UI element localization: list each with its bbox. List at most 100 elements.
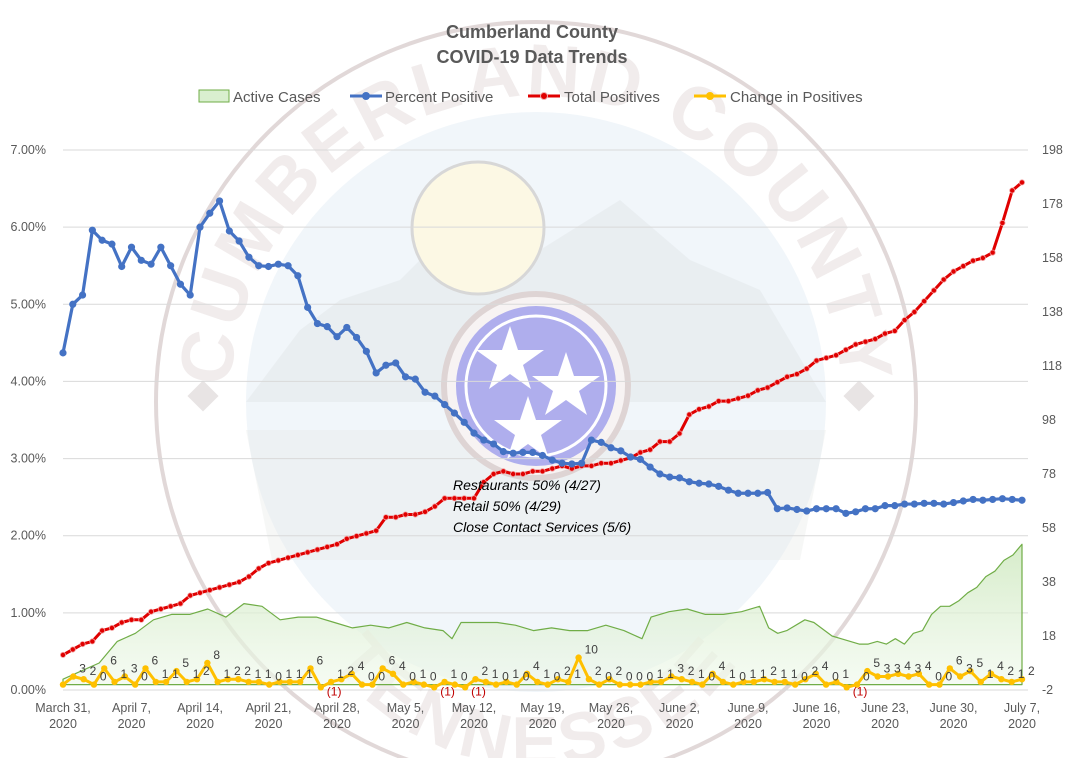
change-data-label: 4 — [997, 659, 1004, 673]
change-in-positives-point — [946, 665, 954, 672]
total-positives-point — [226, 581, 233, 588]
change-in-positives-point — [131, 681, 139, 688]
change-in-positives-point — [90, 681, 98, 688]
gridlines — [63, 149, 1028, 691]
percent-positive-point — [607, 444, 615, 452]
percent-positive-point — [372, 369, 380, 377]
percent-positive-point — [763, 488, 772, 497]
y-right-tick-label: 38 — [1042, 575, 1056, 589]
x-tick-label: May 26, — [589, 701, 633, 715]
change-in-positives-point — [173, 667, 180, 675]
change-in-positives-point — [1018, 676, 1026, 683]
total-positives-point — [793, 371, 800, 378]
total-positives-point — [255, 565, 262, 572]
change-in-positives-point — [70, 673, 77, 680]
total-positives-point — [882, 330, 889, 337]
percent-positive-point — [78, 291, 87, 299]
change-data-label: 2 — [770, 664, 777, 678]
percent-positive-point — [401, 373, 410, 381]
change-in-positives-point — [1008, 678, 1015, 686]
total-positives-point — [99, 627, 106, 634]
y-left-tick-label: 2.00% — [11, 529, 46, 543]
percent-positive-point — [1018, 496, 1026, 504]
change-data-label: 2 — [1007, 664, 1014, 678]
change-data-label: 0 — [502, 670, 509, 684]
seal-sun — [410, 160, 546, 296]
total-positives-point — [519, 470, 526, 477]
total-positives-point — [128, 616, 135, 623]
series-active-cases — [62, 543, 1023, 686]
series-percent-positive — [59, 197, 1026, 517]
percent-positive-point — [734, 489, 742, 497]
total-positives-point — [862, 338, 869, 345]
percent-positive-point — [362, 347, 370, 355]
total-positives-point — [1019, 179, 1026, 186]
change-data-label: 0 — [554, 670, 561, 684]
x-tick-label: April 14, — [177, 701, 223, 715]
change-data-label: 2 — [90, 664, 97, 678]
y-axis-left: 0.00% 1.00% 2.00% 3.00% 4.00% 5.00% 6.00% 7.00% — [11, 143, 46, 697]
change-in-positives-point — [451, 681, 459, 688]
total-positives-point — [921, 298, 928, 305]
total-positives-point — [833, 352, 840, 359]
change-in-positives-point — [668, 673, 675, 680]
total-positives-point — [764, 384, 771, 391]
change-in-positives-point — [245, 678, 252, 686]
change-data-label: 0 — [100, 670, 107, 684]
total-positives-point — [617, 457, 624, 464]
percent-positive-point — [176, 280, 185, 288]
percent-positive-point — [666, 473, 674, 481]
legend-marker-percent-positive — [362, 92, 370, 100]
change-data-label: 1 — [987, 667, 994, 681]
legend-swatch-active-cases — [198, 89, 230, 103]
change-data-label: 1 — [781, 667, 788, 681]
total-positives-point — [157, 606, 164, 613]
change-data-label: 2 — [688, 664, 695, 678]
percent-positive-point — [108, 240, 116, 248]
percent-positive-point — [705, 480, 713, 488]
percent-positive-point — [548, 456, 556, 464]
total-positives-point — [402, 511, 409, 518]
annotation-line-3: Close Contact Services (5/6) — [453, 519, 631, 535]
percent-positive-point — [783, 504, 791, 512]
y-right-tick-label: 118 — [1042, 359, 1062, 373]
percent-positive-point — [959, 497, 967, 505]
change-data-label: 2 — [811, 664, 818, 678]
legend-label-change-in-positives: Change in Positives — [730, 89, 863, 106]
total-positives-point — [803, 365, 810, 372]
percent-positive-point — [480, 436, 488, 444]
percent-positive-point — [382, 361, 390, 369]
x-tick-label: April 21, — [246, 701, 292, 715]
percent-positive-point — [441, 400, 449, 409]
x-tick-year: 2020 — [940, 717, 968, 731]
total-positives-point — [529, 468, 536, 475]
percent-positive-point — [450, 409, 459, 417]
change-in-positives-point — [400, 681, 407, 688]
change-data-label: 1 — [286, 667, 293, 681]
total-positives-point — [373, 527, 380, 534]
percent-positive-point — [343, 323, 351, 332]
change-data-label: 0 — [141, 670, 148, 684]
change-data-label: 0 — [523, 670, 530, 684]
change-data-label: 1 — [492, 667, 499, 681]
legend-marker-total-positives — [540, 92, 548, 100]
change-in-positives-line — [62, 656, 1023, 689]
annotation-line-2: Retail 50% (4/29) — [453, 498, 561, 514]
change-in-positives-point — [121, 673, 129, 680]
percent-positive-point — [59, 349, 67, 357]
change-data-label: 2 — [616, 664, 623, 678]
change-data-label: 6 — [389, 653, 396, 667]
seal-land — [246, 430, 826, 560]
change-in-positives-point — [142, 665, 149, 672]
total-positives-point — [823, 354, 830, 361]
total-positives-point — [588, 462, 595, 469]
total-positives-point — [60, 651, 67, 658]
x-tick-label: April 7, — [112, 701, 151, 715]
percent-positive-point — [578, 459, 586, 467]
legend-label-percent-positive: Percent Positive — [385, 89, 493, 106]
percent-positive-point — [558, 459, 566, 467]
total-positives-point — [549, 465, 556, 472]
change-in-positives-point — [915, 670, 923, 677]
